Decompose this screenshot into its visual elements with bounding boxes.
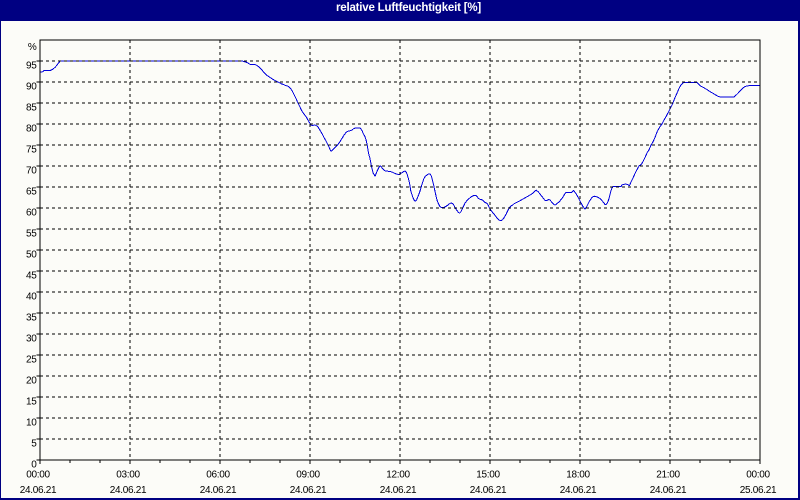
svg-text:18:00: 18:00 <box>566 470 590 481</box>
svg-text:24.06.21: 24.06.21 <box>380 485 417 496</box>
svg-text:60: 60 <box>26 208 37 219</box>
svg-text:15: 15 <box>26 397 37 408</box>
svg-text:80: 80 <box>26 124 37 135</box>
svg-text:75: 75 <box>26 145 37 156</box>
svg-text:12:00: 12:00 <box>386 470 410 481</box>
svg-text:95: 95 <box>26 61 37 72</box>
svg-text:15:00: 15:00 <box>476 470 500 481</box>
svg-text:24.06.21: 24.06.21 <box>110 485 147 496</box>
svg-text:35: 35 <box>26 313 37 324</box>
svg-text:25.06.21: 25.06.21 <box>740 485 777 496</box>
svg-text:30: 30 <box>26 334 37 345</box>
svg-text:24.06.21: 24.06.21 <box>650 485 687 496</box>
svg-text:24.06.21: 24.06.21 <box>470 485 507 496</box>
svg-text:24.06.21: 24.06.21 <box>200 485 237 496</box>
svg-text:09:00: 09:00 <box>296 470 320 481</box>
svg-text:24.06.21: 24.06.21 <box>20 485 57 496</box>
svg-text:00:00: 00:00 <box>26 470 50 481</box>
svg-text:45: 45 <box>26 271 37 282</box>
svg-text:85: 85 <box>26 103 37 114</box>
svg-text:5: 5 <box>31 439 37 450</box>
svg-text:25: 25 <box>26 355 37 366</box>
svg-text:65: 65 <box>26 187 37 198</box>
svg-text:90: 90 <box>26 82 37 93</box>
svg-text:20: 20 <box>26 376 37 387</box>
svg-text:10: 10 <box>26 418 37 429</box>
svg-text:03:00: 03:00 <box>116 470 140 481</box>
svg-text:%: % <box>28 42 37 53</box>
svg-text:24.06.21: 24.06.21 <box>560 485 597 496</box>
svg-text:70: 70 <box>26 166 37 177</box>
svg-text:21:00: 21:00 <box>656 470 680 481</box>
svg-text:06:00: 06:00 <box>206 470 230 481</box>
svg-text:00:00: 00:00 <box>746 470 770 481</box>
svg-text:24.06.21: 24.06.21 <box>290 485 327 496</box>
svg-text:40: 40 <box>26 292 37 303</box>
svg-text:55: 55 <box>26 229 37 240</box>
svg-text:50: 50 <box>26 250 37 261</box>
svg-text:0: 0 <box>31 460 37 471</box>
